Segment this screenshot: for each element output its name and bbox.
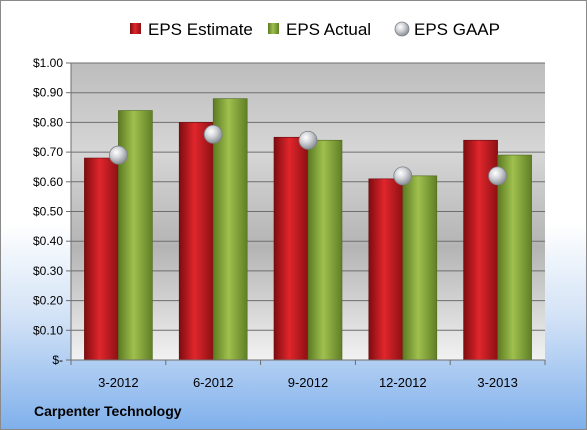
legend-swatch: [268, 23, 279, 34]
y-tick-label: $0.40: [33, 234, 63, 248]
x-tick-label: 6-2012: [193, 375, 233, 390]
legend-label: EPS Estimate: [148, 20, 253, 39]
y-tick-label: $1.00: [33, 56, 63, 70]
x-tick-label: 9-2012: [288, 375, 328, 390]
y-tick-label: $0.20: [33, 294, 63, 308]
company-label: Carpenter Technology: [34, 403, 182, 419]
eps-gaap-point: [488, 166, 508, 186]
eps-gaap-point: [393, 166, 413, 186]
y-tick-label: $0.90: [33, 86, 63, 100]
eps-estimate-bar: [84, 157, 119, 361]
eps-estimate-bar: [178, 122, 214, 361]
eps-actual-bar: [212, 98, 248, 361]
eps-estimate-bar: [273, 136, 309, 361]
legend: EPS Estimate EPS Actual EPS GAAP: [130, 20, 500, 39]
legend-label: EPS Actual: [286, 20, 371, 39]
x-axis: 3-2012 6-2012 9-2012 12-2012 3-2013: [70, 359, 546, 390]
x-tick-label: 3-2012: [98, 375, 138, 390]
y-axis: $- $0.10 $0.20 $0.30 $0.40 $0.50 $0.60 $0.70 $0.…: [33, 56, 72, 367]
eps-actual-bar: [497, 154, 532, 361]
eps-actual-bar: [402, 175, 438, 361]
y-tick-label: $0.60: [33, 175, 63, 189]
eps-gaap-point: [298, 130, 318, 150]
y-tick-label: $0.30: [33, 264, 63, 278]
y-tick-label: $0.10: [33, 323, 63, 337]
y-tick-label: $0.70: [33, 145, 63, 159]
eps-gaap-point: [203, 124, 223, 144]
legend-label: EPS GAAP: [414, 20, 500, 39]
eps-gaap-point: [109, 145, 128, 165]
x-tick-label: 3-2013: [477, 375, 517, 390]
bars: [84, 98, 532, 361]
y-tick-label: $-: [52, 353, 63, 367]
y-tick-label: $0.50: [33, 205, 63, 219]
gaap-points: [109, 124, 508, 186]
x-tick-label: 12-2012: [379, 375, 427, 390]
legend-swatch: [394, 21, 410, 37]
legend-swatch: [130, 23, 141, 34]
y-tick-label: $0.80: [33, 115, 63, 129]
eps-estimate-bar: [368, 178, 404, 361]
eps-actual-bar: [307, 139, 343, 361]
